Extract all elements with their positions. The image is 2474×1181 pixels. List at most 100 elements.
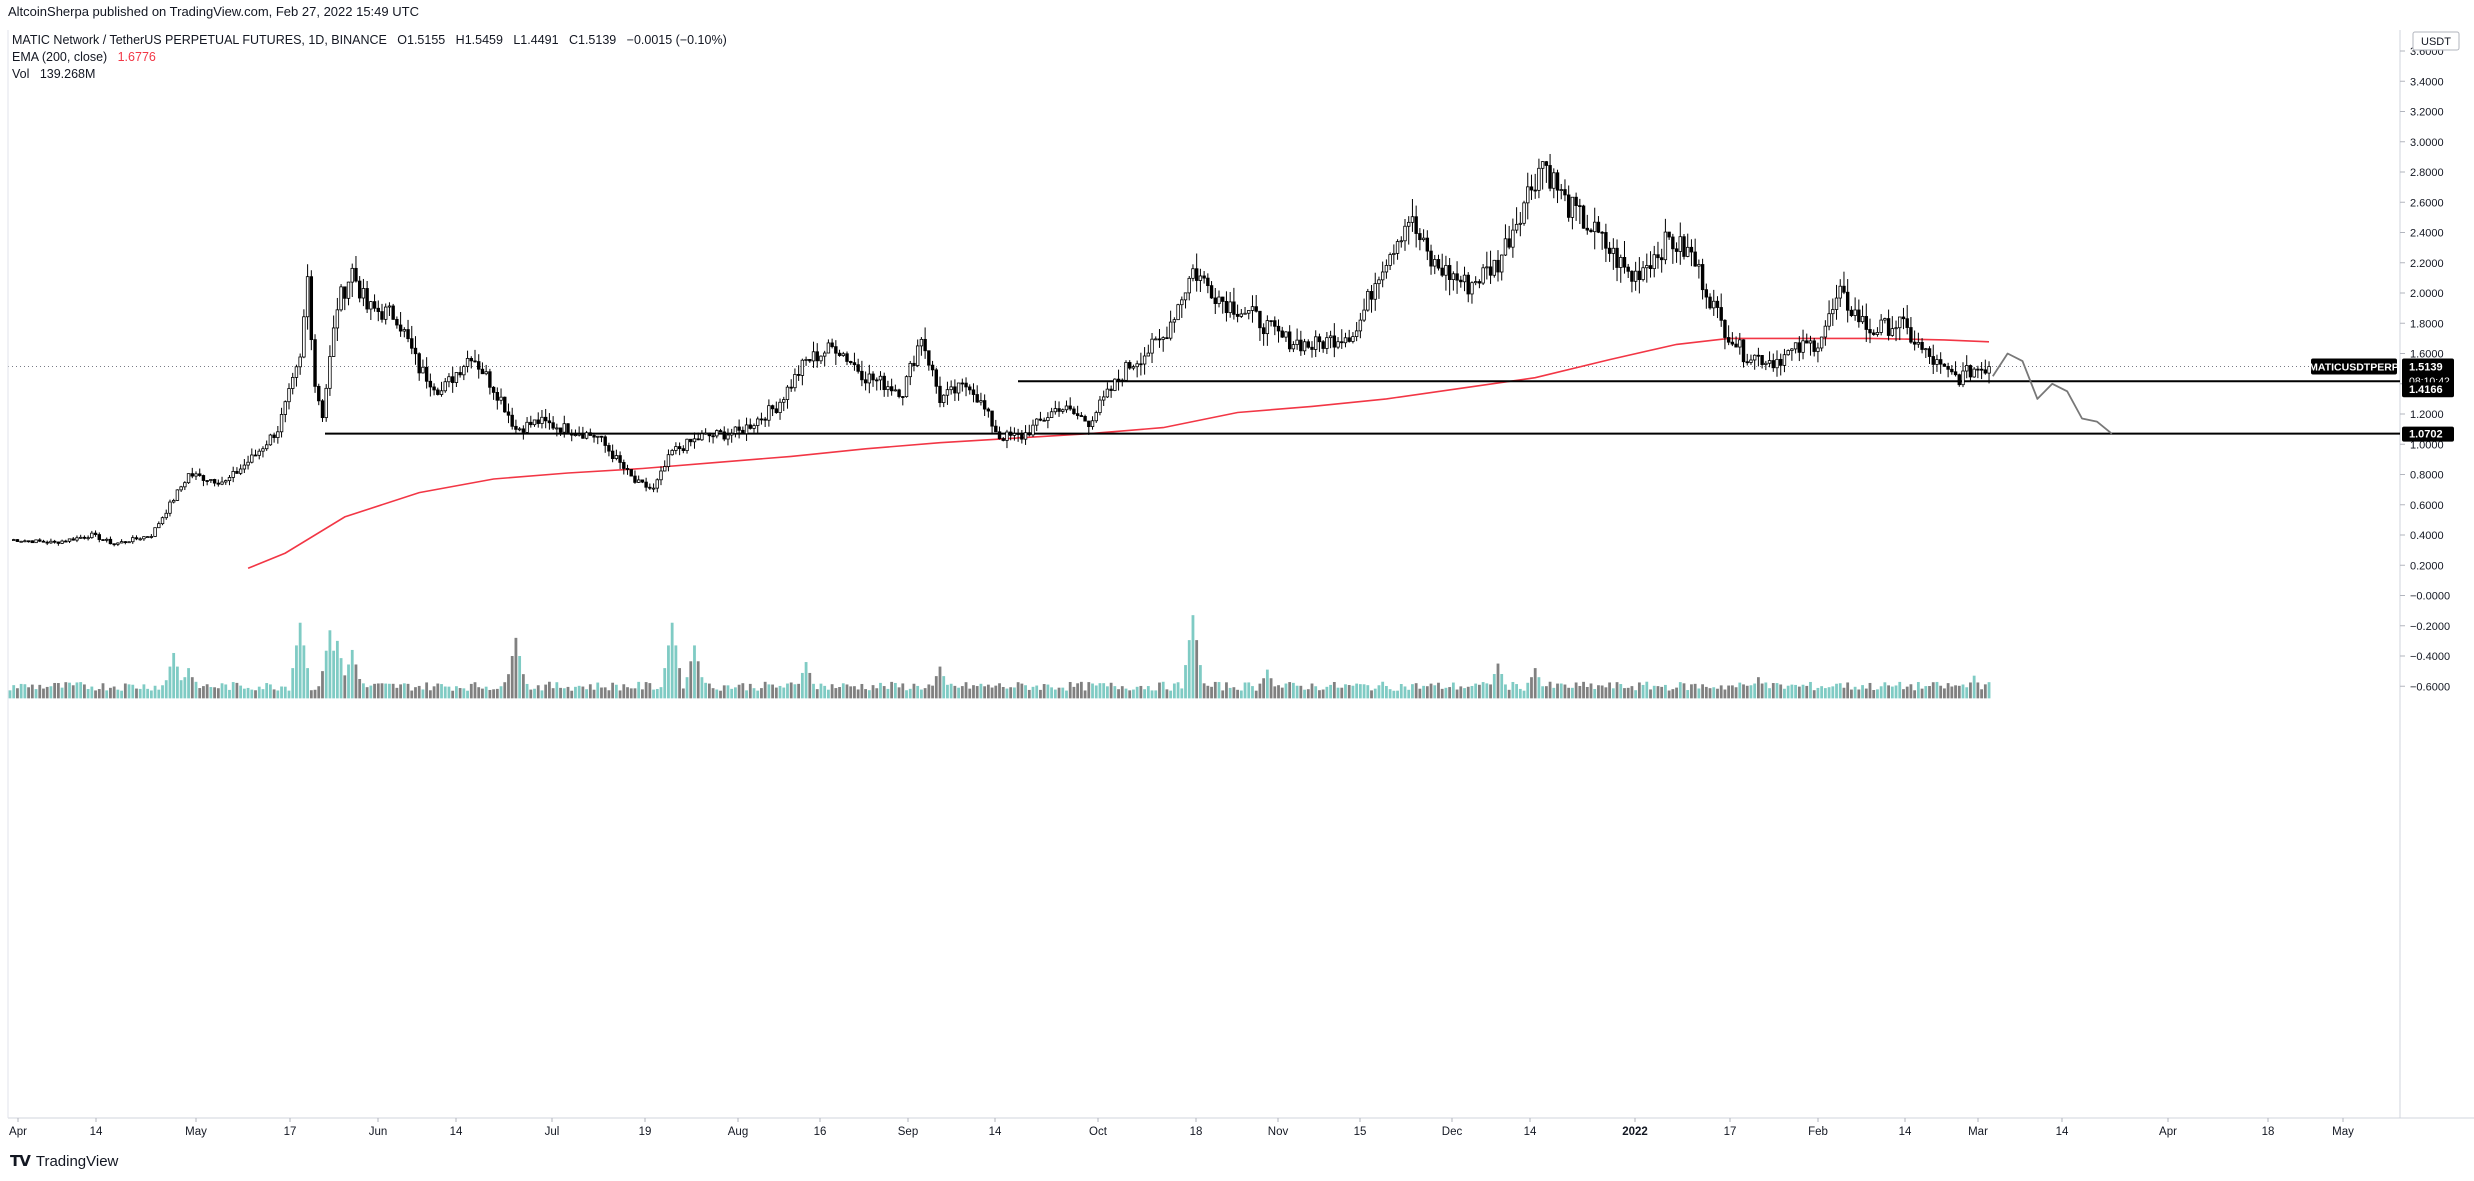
candle [986, 407, 991, 418]
candle [979, 392, 983, 406]
candle [581, 426, 585, 439]
candle-body [956, 382, 961, 394]
volume-bar [1373, 688, 1377, 699]
candle-body [477, 361, 481, 370]
candle [767, 399, 771, 427]
y-tick-label: 2.4000 [2410, 228, 2444, 240]
volume-bar [1254, 690, 1258, 699]
candle-body [183, 482, 187, 488]
volume-bar [1120, 686, 1124, 699]
candle-body [1793, 342, 1798, 350]
candle-body [953, 386, 957, 394]
candle-body [1369, 291, 1374, 300]
volume-bar [466, 690, 469, 699]
currency-badge[interactable] [2412, 31, 2460, 51]
volume-bar [1652, 685, 1656, 699]
volume-bar [443, 686, 447, 699]
x-tick-label: 14 [450, 1126, 463, 1138]
volume-bar [707, 683, 711, 699]
volume-legend-row[interactable]: Vol 139.268M [12, 66, 727, 83]
candle [12, 538, 16, 541]
x-tick-label: 15 [1354, 1126, 1367, 1138]
volume-bar [205, 684, 209, 699]
volume-bar [1187, 640, 1191, 699]
candle-body [1805, 340, 1809, 344]
candle-body [1243, 312, 1247, 315]
candle-body [863, 379, 868, 384]
volume-bar [1768, 688, 1771, 699]
volume-bar [1098, 683, 1102, 699]
candle-body [681, 448, 686, 451]
candle [264, 440, 269, 451]
candle [1686, 233, 1690, 258]
candle [960, 378, 965, 392]
time-axis[interactable]: Apr 14 May 17 Jun 14 Jul 19 Aug 16 Sep 14 Oct 18 Nov 15… [9, 1118, 2354, 1138]
volume-bar [1381, 681, 1385, 699]
volume-bar [1894, 685, 1898, 699]
candle [1116, 369, 1121, 391]
candle-body [1905, 318, 1909, 328]
volume-bar [771, 684, 774, 699]
horizontal-levels[interactable] [325, 380, 2400, 435]
volume-bar [332, 650, 336, 699]
candle [1139, 352, 1143, 376]
volume-bar [745, 690, 748, 699]
volume-bar [1385, 685, 1388, 699]
volume-bar [1332, 681, 1336, 699]
candle [1135, 360, 1139, 378]
candle [555, 423, 559, 437]
volume-bar [1801, 684, 1805, 699]
volume-bar [1730, 685, 1734, 699]
candle-body [674, 446, 678, 451]
volume-bar [1611, 688, 1615, 699]
candle-body [663, 466, 667, 472]
candle [350, 263, 354, 298]
volume-bar [1143, 689, 1146, 699]
candle-body [198, 473, 202, 476]
volume-bar [1247, 682, 1251, 699]
volume-bar [1068, 681, 1072, 699]
volume-bar [622, 684, 626, 699]
candle-body [845, 353, 849, 362]
candle-body [90, 532, 94, 539]
candle-body [819, 355, 823, 362]
price-axis[interactable]: 3.60003.40003.20003.00002.80002.60002.40… [2400, 31, 2460, 693]
candle [744, 417, 749, 441]
candle [663, 460, 667, 472]
symbol-legend-row[interactable]: MATIC Network / TetherUS PERPETUAL FUTUR… [12, 32, 727, 49]
volume-bar [1563, 684, 1567, 699]
candle-body [1864, 316, 1868, 330]
candle [1671, 233, 1675, 264]
volume-bar [216, 688, 220, 699]
candle [439, 381, 444, 397]
volume-bar [614, 684, 618, 699]
volume-bar [648, 683, 652, 699]
ema-legend-row[interactable]: EMA (200, close) 1.6776 [12, 49, 727, 66]
candle [1053, 400, 1058, 415]
volume-bar [231, 682, 235, 699]
candle [1031, 419, 1035, 437]
volume-bar [265, 683, 269, 699]
candle [1734, 336, 1738, 348]
tradingview-brand[interactable]: 𝗧𝗩 TradingView [10, 1152, 118, 1171]
candle [1756, 347, 1761, 367]
candle-body [741, 429, 745, 434]
candle-body [1540, 161, 1545, 169]
candle [1090, 416, 1095, 430]
candle-body [365, 288, 369, 310]
candle-body [1708, 296, 1712, 309]
candle-body [1321, 341, 1325, 349]
candle-body [313, 339, 317, 387]
candle-body [488, 371, 492, 388]
candle-body [376, 307, 380, 312]
candle [1038, 411, 1043, 422]
volume-bar [1403, 686, 1407, 699]
candle [923, 327, 927, 359]
tradingview-logo-icon: 𝗧𝗩 [10, 1153, 31, 1170]
candle [1403, 219, 1407, 251]
symbol-tag-label: MATICUSDTPERP [2309, 362, 2399, 374]
candle-body [1674, 248, 1679, 252]
volume-bar [1541, 686, 1545, 699]
candle-body [1291, 344, 1296, 350]
